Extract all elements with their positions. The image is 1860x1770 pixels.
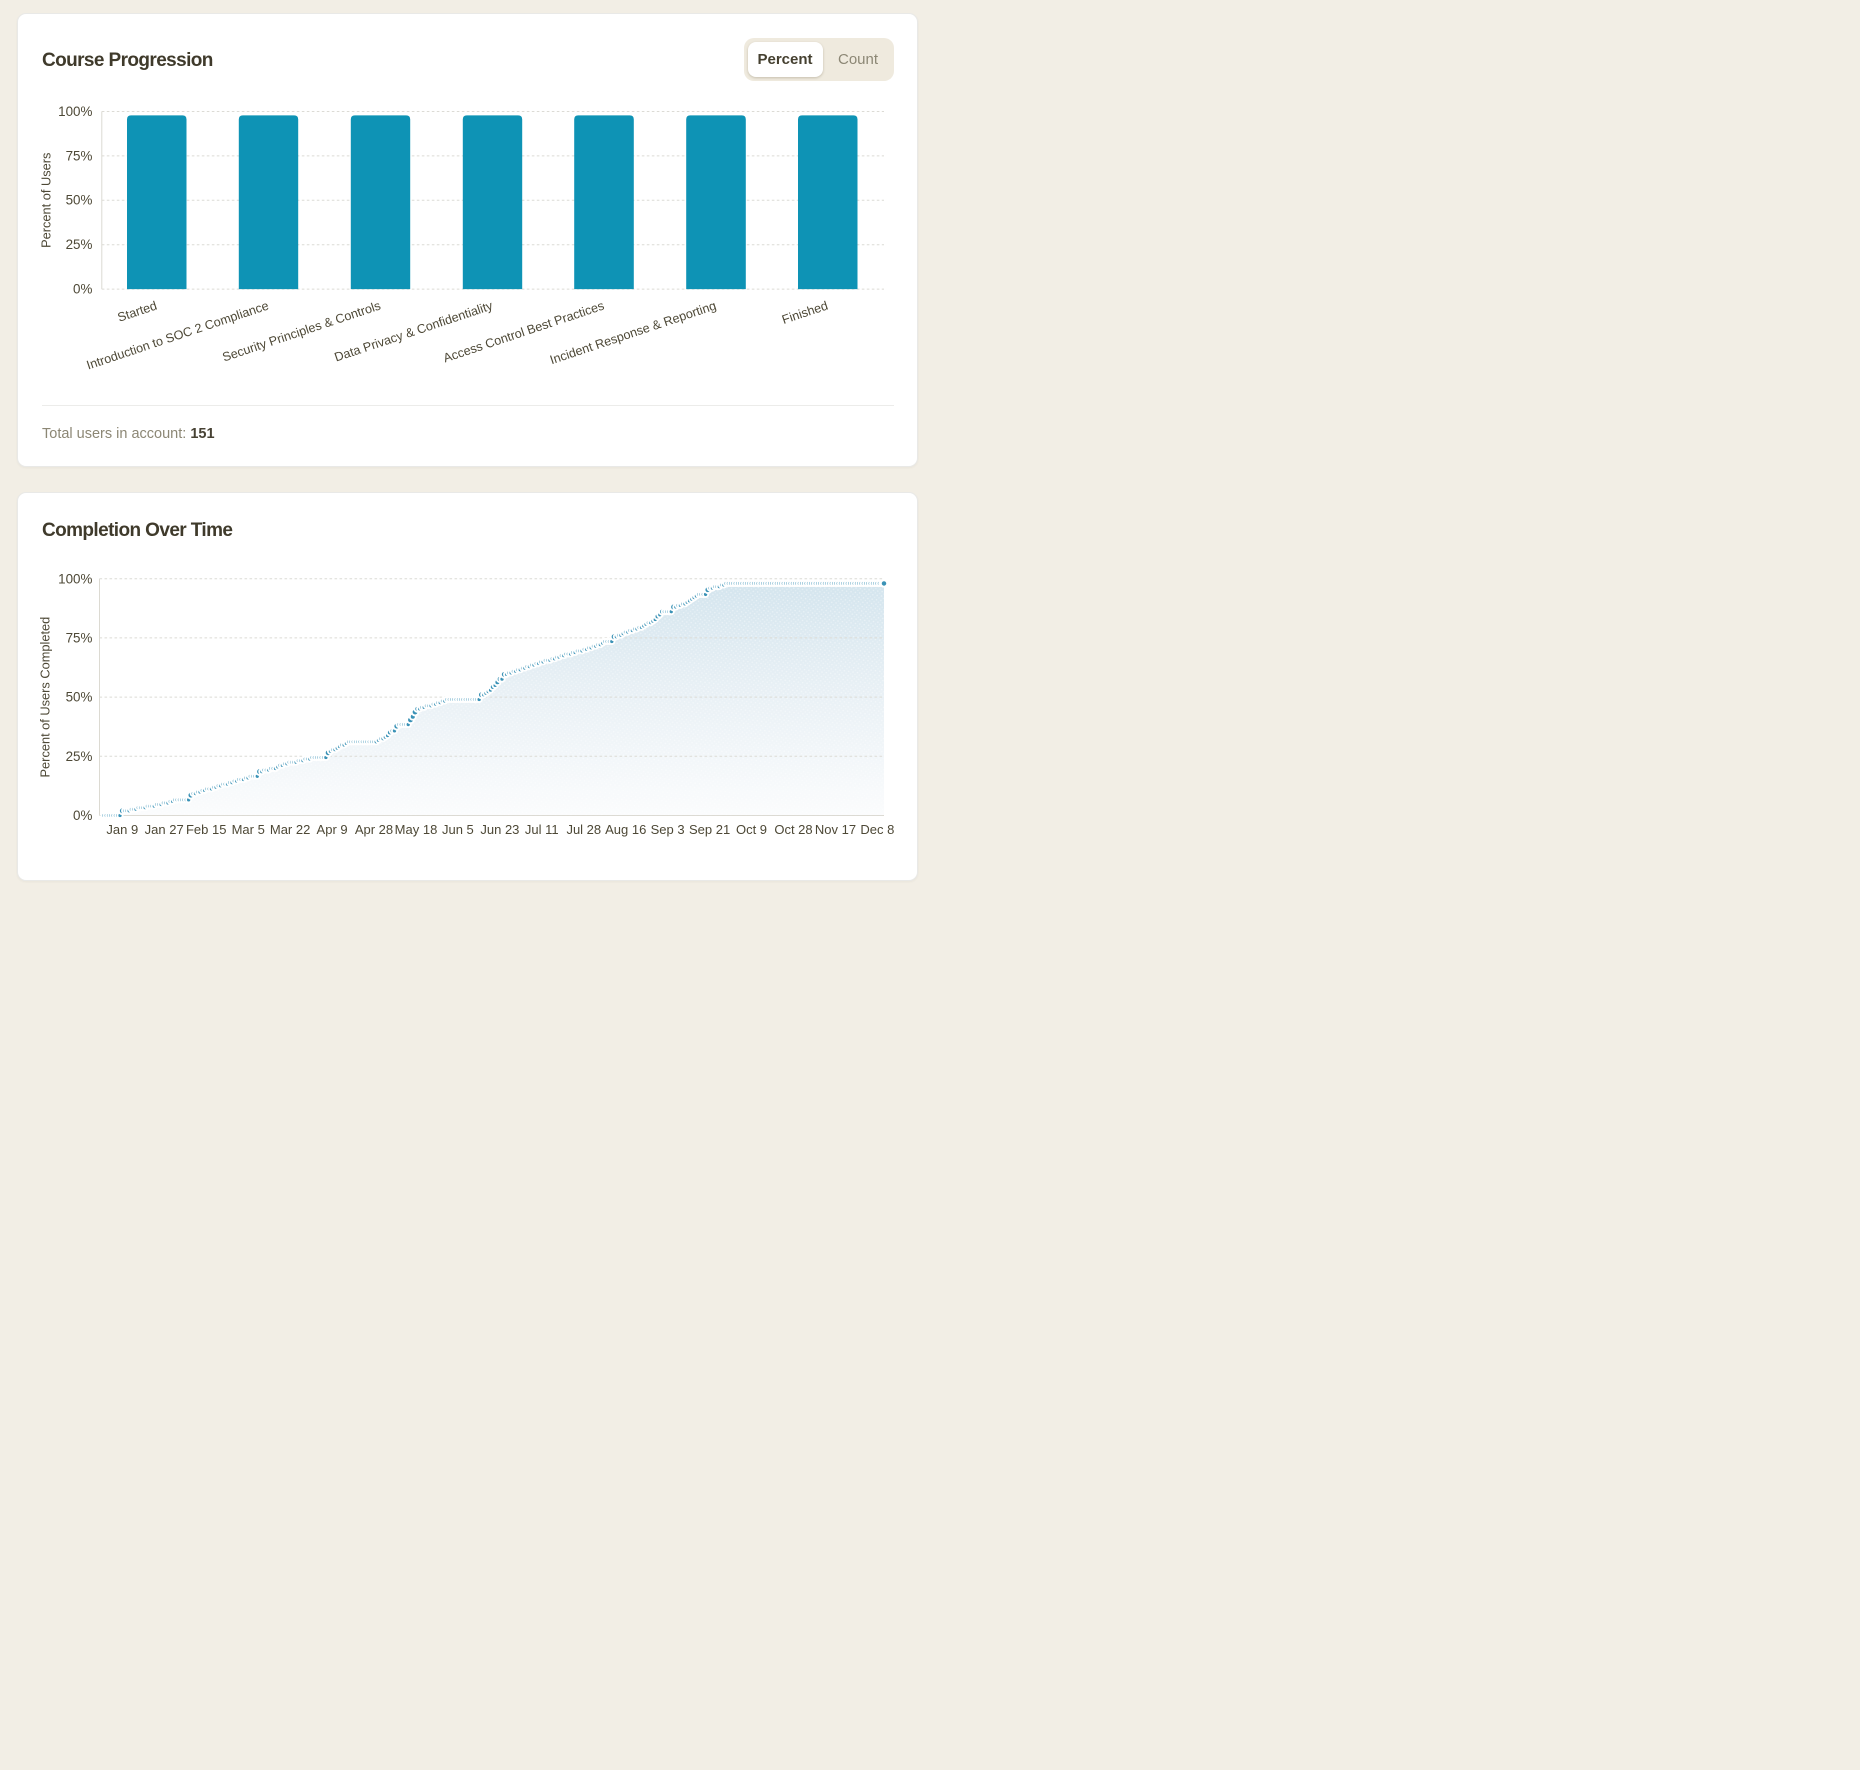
svg-text:Aug 16: Aug 16 bbox=[605, 822, 646, 837]
svg-text:25%: 25% bbox=[66, 749, 93, 764]
svg-text:Jul 11: Jul 11 bbox=[525, 822, 559, 837]
svg-text:25%: 25% bbox=[66, 237, 93, 252]
svg-text:Jun 23: Jun 23 bbox=[480, 822, 519, 837]
svg-text:50%: 50% bbox=[66, 690, 93, 705]
svg-text:0%: 0% bbox=[73, 808, 92, 823]
svg-text:Percent of Users: Percent of Users bbox=[38, 153, 53, 248]
svg-text:Sep 21: Sep 21 bbox=[689, 822, 730, 837]
svg-text:50%: 50% bbox=[66, 193, 93, 208]
svg-text:Mar 5: Mar 5 bbox=[232, 822, 265, 837]
svg-text:100%: 100% bbox=[58, 571, 92, 586]
svg-text:Oct 9: Oct 9 bbox=[736, 822, 767, 837]
svg-text:May 18: May 18 bbox=[395, 822, 438, 837]
svg-text:Jan 9: Jan 9 bbox=[106, 822, 138, 837]
svg-text:Percent of Users Completed: Percent of Users Completed bbox=[37, 617, 52, 778]
svg-text:Sep 3: Sep 3 bbox=[651, 822, 685, 837]
svg-text:Apr 28: Apr 28 bbox=[355, 822, 393, 837]
svg-text:Oct 28: Oct 28 bbox=[774, 822, 812, 837]
svg-text:Mar 22: Mar 22 bbox=[270, 822, 310, 837]
svg-text:100%: 100% bbox=[58, 104, 92, 119]
svg-text:Jun 5: Jun 5 bbox=[442, 822, 474, 837]
svg-text:0%: 0% bbox=[73, 282, 92, 297]
svg-text:Nov 17: Nov 17 bbox=[815, 822, 856, 837]
svg-text:75%: 75% bbox=[66, 148, 93, 163]
svg-text:Apr 9: Apr 9 bbox=[317, 822, 348, 837]
svg-text:Dec 8: Dec 8 bbox=[860, 822, 894, 837]
svg-text:Jul 28: Jul 28 bbox=[566, 822, 601, 837]
svg-text:75%: 75% bbox=[66, 630, 93, 645]
svg-text:Feb 15: Feb 15 bbox=[186, 822, 226, 837]
svg-text:Jan 27: Jan 27 bbox=[145, 822, 184, 837]
